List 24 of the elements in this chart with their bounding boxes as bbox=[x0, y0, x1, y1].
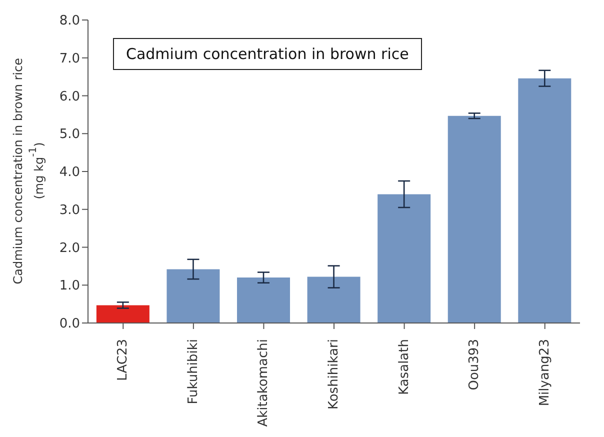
x-tick-label: Kasalath bbox=[396, 339, 412, 395]
y-tick-label: 5.0 bbox=[59, 127, 80, 142]
x-tick-label: Fukuhibiki bbox=[186, 339, 201, 404]
bar bbox=[518, 78, 572, 323]
bar bbox=[307, 276, 360, 323]
x-tick-label: Oou393 bbox=[467, 339, 482, 390]
x-tick-label: Akitakomachi bbox=[256, 339, 272, 427]
y-tick-label: 3.0 bbox=[59, 202, 80, 218]
x-tick-label: LAC23 bbox=[116, 339, 131, 381]
x-tick-label: Milyang23 bbox=[537, 339, 552, 406]
y-tick-label: 2.0 bbox=[59, 240, 80, 256]
bar bbox=[96, 305, 150, 323]
bar bbox=[448, 116, 501, 323]
bar bbox=[166, 269, 220, 323]
y-tick-label: 6.0 bbox=[59, 89, 80, 104]
text: Cadmium concentration in brown rice bbox=[113, 38, 422, 70]
bar bbox=[378, 194, 431, 323]
y-tick-label: 1.0 bbox=[59, 278, 80, 294]
bar bbox=[237, 278, 290, 323]
x-tick-label: Koshihikari bbox=[326, 339, 342, 410]
y-tick-label: 7.0 bbox=[59, 51, 80, 66]
y-tick-label: 8.0 bbox=[59, 14, 80, 29]
y-tick-label: 0.0 bbox=[59, 316, 80, 332]
y-tick-label: 4.0 bbox=[59, 165, 80, 180]
